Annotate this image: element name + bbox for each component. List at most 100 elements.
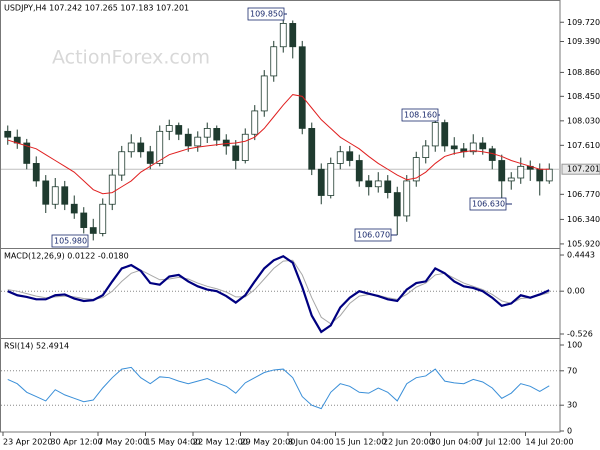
candle-body: [498, 160, 506, 182]
panel-title: MACD(12,26,9) 0.0122 -0.0180: [4, 252, 129, 261]
candle-body: [336, 151, 344, 164]
candle-body: [70, 203, 78, 214]
y-tick-label: -0.526: [567, 330, 593, 339]
candle-body: [89, 227, 97, 234]
y-tick-label: 108.860: [567, 68, 600, 77]
annotation: 108.160: [404, 111, 437, 120]
candle-body: [165, 125, 173, 132]
candle-body: [346, 151, 354, 161]
candle-body: [270, 46, 278, 77]
candle-body: [108, 174, 116, 205]
candle-body: [118, 151, 126, 176]
candle-body: [260, 75, 268, 112]
x-tick-label: 29 May 20:00: [241, 438, 296, 447]
candle-body: [203, 128, 211, 138]
candle-body: [536, 168, 544, 182]
candle-body: [289, 23, 297, 48]
candle-body: [51, 186, 59, 205]
annotation: 106.070: [357, 231, 390, 240]
candle-body: [156, 130, 164, 164]
x-tick-label: 30 Jun 04:00: [431, 438, 482, 447]
candle-body: [317, 168, 325, 196]
candle-body: [507, 177, 515, 182]
annotation: 106.630: [472, 200, 505, 209]
candle-body: [127, 142, 135, 153]
y-tick-label: 70: [567, 366, 577, 375]
x-tick-label: 15 May 04:00: [146, 438, 201, 447]
candle-body: [298, 46, 306, 129]
candle-body: [241, 133, 249, 161]
annotation-box: [51, 234, 89, 248]
candle-body: [431, 122, 439, 147]
y-tick-label: 0: [567, 427, 572, 436]
candle-body: [308, 128, 316, 170]
x-tick-label: 22 Jun 20:00: [383, 438, 434, 447]
x-tick-label: 30 Apr 12:00: [51, 438, 103, 447]
candle-body: [146, 151, 154, 164]
candle-body: [175, 125, 183, 135]
annotation: 105.980: [54, 237, 87, 246]
candle-body: [80, 212, 88, 228]
candle-body: [251, 110, 259, 135]
candle-body: [365, 180, 373, 188]
candle-body: [61, 186, 69, 205]
y-tick-label: 0.4443: [567, 251, 595, 260]
x-tick-label: 7 Jul 12:00: [478, 438, 521, 447]
y-tick-label: 108.450: [567, 92, 600, 101]
candle-body: [355, 160, 363, 182]
candle-body: [441, 122, 449, 147]
candle-body: [412, 157, 420, 182]
candle-body: [479, 142, 487, 150]
panel-title: RSI(14) 52.4914: [4, 342, 69, 351]
candle-body: [327, 163, 335, 196]
last-price-label: 107.201: [567, 165, 600, 174]
candle-body: [213, 128, 221, 141]
y-tick-label: 0.00: [567, 287, 585, 296]
candle-body: [450, 145, 458, 150]
candle-body: [99, 203, 107, 234]
candle-body: [4, 130, 12, 138]
x-tick-label: 22 May 12:00: [193, 438, 248, 447]
x-tick-label: 15 Jun 12:00: [336, 438, 387, 447]
candle-body: [232, 145, 240, 161]
panel-title: USDJPY,H4 107.242 107.265 107.183 107.20…: [4, 4, 189, 13]
candle-body: [403, 180, 411, 217]
annotation: 109.850: [250, 10, 283, 19]
x-tick-label: 14 Jul 20:00: [526, 438, 574, 447]
candle-body: [42, 180, 50, 205]
candle-body: [194, 136, 202, 147]
candle-body: [23, 142, 31, 164]
candle-body: [184, 133, 192, 147]
moving-average: [7, 94, 550, 195]
candle-body: [545, 168, 553, 182]
x-tick-label: 8 Jun 04:00: [288, 438, 334, 447]
y-tick-label: 100: [567, 341, 582, 350]
y-tick-label: 107.610: [567, 141, 600, 150]
candle-body: [469, 142, 477, 153]
candle-body: [393, 192, 401, 217]
candle-body: [422, 145, 430, 158]
y-tick-label: 106.340: [567, 215, 600, 224]
y-tick-label: 108.030: [567, 116, 600, 125]
indicator-line: [7, 366, 550, 410]
candle-body: [279, 23, 287, 48]
plot-frame: [0, 0, 561, 433]
watermark: ActionForex.com: [52, 47, 210, 69]
y-tick-label: 30: [567, 401, 577, 410]
y-tick-label: 109.390: [567, 37, 600, 46]
candle-body: [384, 180, 392, 193]
candle-body: [517, 165, 525, 179]
candle-body: [137, 142, 145, 153]
x-tick-label: 7 May 20:00: [98, 438, 148, 447]
indicator-line: [7, 254, 550, 334]
candle-body: [32, 163, 40, 182]
y-tick-label: 109.720: [567, 18, 600, 27]
indicator-line: [7, 259, 550, 325]
y-tick-label: 105.920: [567, 239, 600, 248]
candle-body: [374, 180, 382, 188]
x-tick-label: 23 Apr 2020: [3, 438, 52, 447]
last-price-box: [561, 163, 600, 175]
y-tick-label: 106.770: [567, 190, 600, 199]
